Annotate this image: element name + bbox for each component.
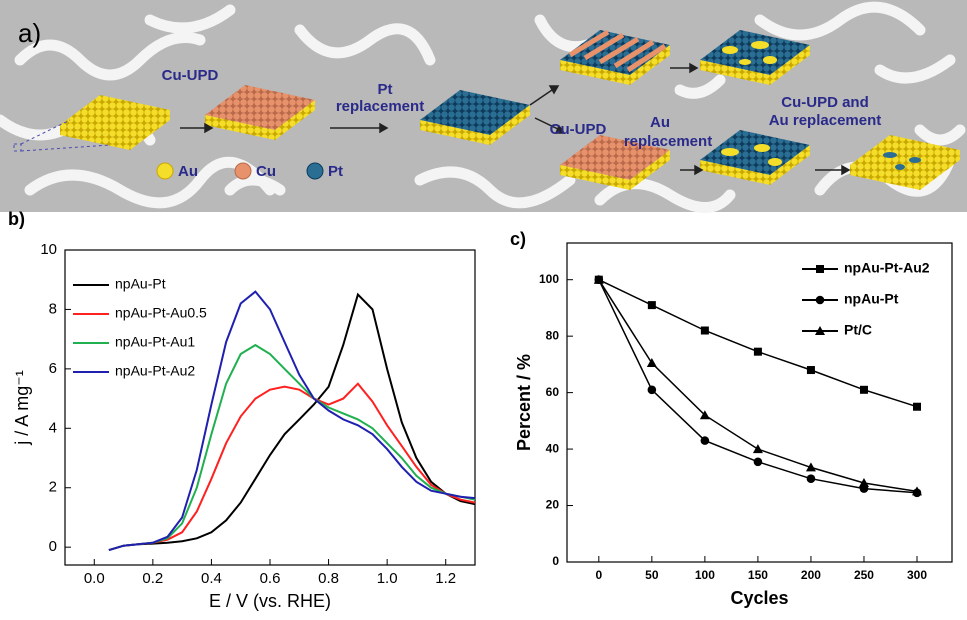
y-tick-label: 2 — [49, 479, 57, 496]
y-tick-label: 8 — [49, 300, 57, 317]
step-label: Cu-UPD — [550, 121, 607, 138]
legend-label: Pt/C — [844, 322, 872, 338]
x-tick-label: 1.0 — [377, 570, 398, 587]
legend-label: npAu-Pt-Au0.5 — [115, 305, 207, 321]
x-tick-label: 50 — [645, 568, 659, 582]
legend-label: npAu-Pt — [844, 291, 899, 307]
x-tick-label: 100 — [695, 568, 715, 582]
marker — [753, 444, 763, 453]
data-line — [109, 292, 475, 550]
marker — [807, 366, 815, 374]
y-tick-label: 4 — [49, 419, 57, 436]
x-axis-label: Cycles — [730, 588, 788, 608]
marker — [701, 327, 709, 335]
x-tick-label: 0.4 — [201, 570, 222, 587]
x-tick-label: 0.0 — [84, 570, 105, 587]
legend-label: Cu — [256, 163, 276, 180]
x-tick-label: 250 — [854, 568, 874, 582]
marker — [648, 385, 657, 394]
y-tick-label: 60 — [546, 385, 560, 399]
marker — [754, 348, 762, 356]
step-label: Pt — [378, 81, 393, 98]
marker — [754, 457, 763, 466]
legend-label: Au — [178, 163, 198, 180]
step-label: Au — [650, 114, 670, 131]
x-tick-label: 0.6 — [260, 570, 281, 587]
marker — [701, 436, 710, 445]
legend-label: npAu-Pt-Au1 — [115, 334, 195, 350]
y-tick-label: 6 — [49, 360, 57, 377]
x-tick-label: 0.8 — [318, 570, 339, 587]
step-label: Cu-UPD — [162, 67, 219, 84]
marker — [913, 403, 921, 411]
x-tick-label: 150 — [748, 568, 768, 582]
panel-label: b) — [8, 209, 25, 229]
marker — [807, 474, 816, 483]
panel-label: c) — [510, 229, 526, 249]
y-tick-label: 100 — [539, 272, 559, 286]
legend-label: npAu-Pt-Au2 — [844, 260, 930, 276]
step-label: replacement — [336, 98, 424, 115]
x-tick-label: 1.2 — [435, 570, 456, 587]
legend-ball — [235, 163, 251, 179]
y-axis-label: j / A mg⁻¹ — [12, 370, 32, 446]
marker — [647, 358, 657, 367]
legend-ball — [157, 163, 173, 179]
plot-frame — [65, 250, 475, 565]
marker — [860, 386, 868, 394]
legend-marker — [816, 296, 825, 305]
panel-label: a) — [18, 18, 41, 48]
step-label: replacement — [624, 133, 712, 150]
y-axis-label: Percent / % — [514, 354, 534, 451]
y-tick-label: 0 — [552, 554, 559, 568]
legend-label: npAu-Pt-Au2 — [115, 363, 195, 379]
y-tick-label: 20 — [546, 498, 560, 512]
y-tick-label: 40 — [546, 441, 560, 455]
x-tick-label: 300 — [907, 568, 927, 582]
y-tick-label: 0 — [49, 538, 57, 555]
y-tick-label: 80 — [546, 328, 560, 342]
legend-label: npAu-Pt — [115, 276, 166, 292]
x-tick-label: 0 — [595, 568, 602, 582]
data-line — [109, 384, 475, 550]
y-tick-label: 10 — [40, 241, 57, 258]
x-tick-label: 200 — [801, 568, 821, 582]
step-label: Au replacement — [769, 112, 882, 129]
figure: a) Cu-UPD Pt replacement Cu-UPD Au repla… — [0, 0, 967, 615]
marker — [648, 301, 656, 309]
legend-ball — [307, 163, 323, 179]
x-axis-label: E / V (vs. RHE) — [209, 591, 331, 611]
legend-marker — [816, 265, 824, 273]
legend-label: Pt — [328, 163, 343, 180]
step-label: Cu-UPD and — [781, 94, 869, 111]
x-tick-label: 0.2 — [142, 570, 163, 587]
